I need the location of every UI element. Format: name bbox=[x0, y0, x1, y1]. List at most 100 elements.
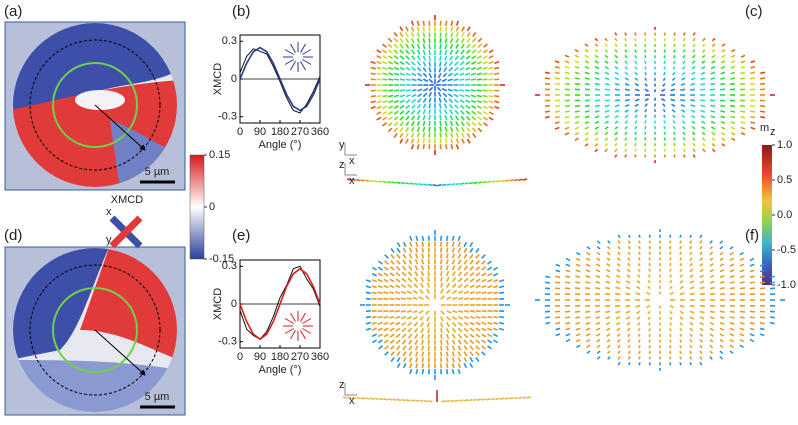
spin-arrow bbox=[451, 357, 455, 363]
spin-arrow bbox=[437, 183, 442, 187]
spin-arrow bbox=[719, 269, 725, 273]
spin-arrow bbox=[584, 110, 590, 113]
spin-arrow bbox=[370, 60, 376, 65]
spin-arrow bbox=[376, 49, 382, 54]
spin-arrow bbox=[614, 120, 619, 124]
spin-arrow bbox=[669, 328, 672, 332]
spin-arrow bbox=[450, 32, 454, 38]
spin-arrow bbox=[574, 54, 580, 58]
spin-arrow bbox=[614, 77, 620, 81]
spin-arrow bbox=[740, 60, 746, 64]
spin-arrow bbox=[415, 241, 419, 247]
spin-arrow bbox=[673, 137, 676, 141]
spin-arrow bbox=[624, 125, 628, 130]
spin-arrow bbox=[690, 77, 696, 81]
spin-arrow bbox=[627, 333, 631, 338]
colorbar-label: XMCD bbox=[111, 194, 143, 206]
spin-arrow bbox=[671, 103, 676, 108]
spin-arrow bbox=[481, 345, 486, 350]
spin-arrow bbox=[709, 350, 713, 355]
spin-arrow bbox=[387, 121, 393, 127]
axis-label: x bbox=[349, 175, 355, 187]
spin-arrow bbox=[663, 72, 666, 76]
spin-arrow bbox=[410, 20, 415, 26]
spin-arrow bbox=[475, 272, 481, 277]
spin-arrow bbox=[617, 350, 621, 355]
spin-arrow bbox=[690, 109, 696, 113]
spin-arrow bbox=[482, 66, 488, 70]
spin-arrow bbox=[388, 78, 394, 81]
spin-arrow bbox=[663, 49, 666, 53]
spin-arrow bbox=[420, 265, 425, 271]
spin-arrow bbox=[427, 264, 430, 271]
spin-arrow bbox=[700, 115, 706, 119]
spin-arrow bbox=[469, 272, 475, 277]
spin-arrow bbox=[647, 316, 651, 321]
spin-arrow bbox=[383, 321, 389, 326]
spin-arrow bbox=[477, 398, 482, 401]
spin-arrow bbox=[389, 321, 395, 326]
spin-arrow bbox=[365, 315, 371, 319]
spin-arrow bbox=[616, 263, 621, 267]
spin-arrow bbox=[663, 131, 666, 135]
spin-arrow bbox=[446, 282, 451, 288]
spin-arrow bbox=[719, 321, 725, 325]
spin-arrow bbox=[390, 248, 395, 253]
measured-line bbox=[239, 48, 321, 114]
spin-arrow bbox=[544, 115, 550, 119]
spin-arrow bbox=[461, 32, 465, 38]
spin-arrow bbox=[671, 109, 676, 113]
spin-arrow bbox=[616, 321, 621, 326]
spin-arrow bbox=[482, 49, 488, 54]
spin-arrow bbox=[399, 121, 404, 127]
spin-arrow bbox=[442, 92, 448, 98]
spin-arrow bbox=[382, 116, 388, 121]
spin-arrow bbox=[709, 339, 714, 343]
spin-arrow bbox=[395, 284, 401, 289]
spin-arrow bbox=[682, 37, 686, 42]
y-tick-label: 0.3 bbox=[222, 260, 237, 272]
spin-arrow bbox=[481, 297, 487, 300]
spin-arrow bbox=[615, 280, 621, 284]
spin-arrow bbox=[605, 304, 611, 308]
spin-arrow bbox=[451, 321, 457, 327]
spin-arrow bbox=[383, 333, 389, 338]
spin-arrow bbox=[415, 247, 419, 253]
spin-arrow bbox=[594, 77, 600, 81]
spin-arrow bbox=[699, 333, 704, 337]
spin-arrow bbox=[422, 132, 426, 138]
spin-arrow bbox=[470, 78, 476, 81]
spin-arrow bbox=[689, 262, 693, 267]
spin-arrow bbox=[730, 54, 736, 58]
spin-arrow bbox=[740, 126, 746, 130]
spin-arrow bbox=[445, 327, 450, 334]
spin-arrow bbox=[749, 281, 755, 284]
spin-arrow bbox=[564, 132, 570, 136]
spin-arrow bbox=[644, 60, 647, 65]
spin-arrow bbox=[377, 333, 383, 338]
spin-arrow bbox=[605, 321, 611, 326]
spin-arrow bbox=[638, 245, 641, 250]
spin-arrow bbox=[444, 26, 448, 32]
spin-arrow bbox=[469, 241, 474, 248]
spin-arrow bbox=[422, 92, 428, 98]
spin-arrow bbox=[574, 65, 580, 69]
spin-arrow bbox=[405, 66, 411, 71]
spin-arrow bbox=[422, 87, 429, 92]
spin-arrow bbox=[389, 327, 395, 332]
spin-arrow bbox=[701, 131, 706, 136]
spin-arrow bbox=[759, 82, 766, 85]
spin-arrow bbox=[427, 270, 430, 276]
spin-arrow bbox=[615, 316, 621, 320]
spin-arrow bbox=[711, 49, 716, 53]
spin-arrow bbox=[624, 98, 630, 102]
spin-arrow bbox=[689, 280, 694, 284]
spin-arrow bbox=[615, 310, 621, 314]
spin-arrow bbox=[437, 72, 442, 79]
spin-arrow bbox=[627, 344, 631, 349]
spin-arrow bbox=[709, 292, 715, 296]
spin-arrow bbox=[607, 240, 611, 244]
spin-arrow bbox=[487, 291, 493, 295]
panel-label: (c) bbox=[745, 3, 763, 20]
spin-arrow bbox=[729, 275, 735, 279]
